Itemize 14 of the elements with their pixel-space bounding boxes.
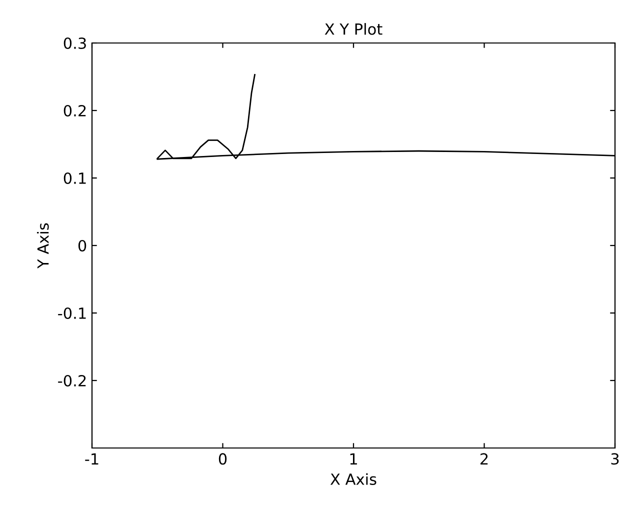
y-tick-label: 0.3: [64, 37, 86, 50]
y-tick-label: -0.1: [58, 307, 86, 320]
x-tick-label: 1: [350, 453, 357, 464]
x-tick-label: 3: [611, 453, 619, 465]
x-tick-label: 0: [218, 453, 227, 465]
y-axis-title: Y Axis: [36, 223, 49, 268]
chart-title: X Y Plot: [324, 23, 382, 35]
y-tick-label: 0.1: [64, 172, 86, 184]
y-tick-label: -0.2: [58, 374, 86, 387]
y-tick-label: 0.2: [64, 104, 86, 117]
x-tick-label: 2: [480, 453, 488, 464]
x-axis-title: X Axis: [330, 473, 376, 486]
y-tick-label: 0: [78, 240, 86, 252]
x-tick-label: -1: [85, 453, 98, 464]
